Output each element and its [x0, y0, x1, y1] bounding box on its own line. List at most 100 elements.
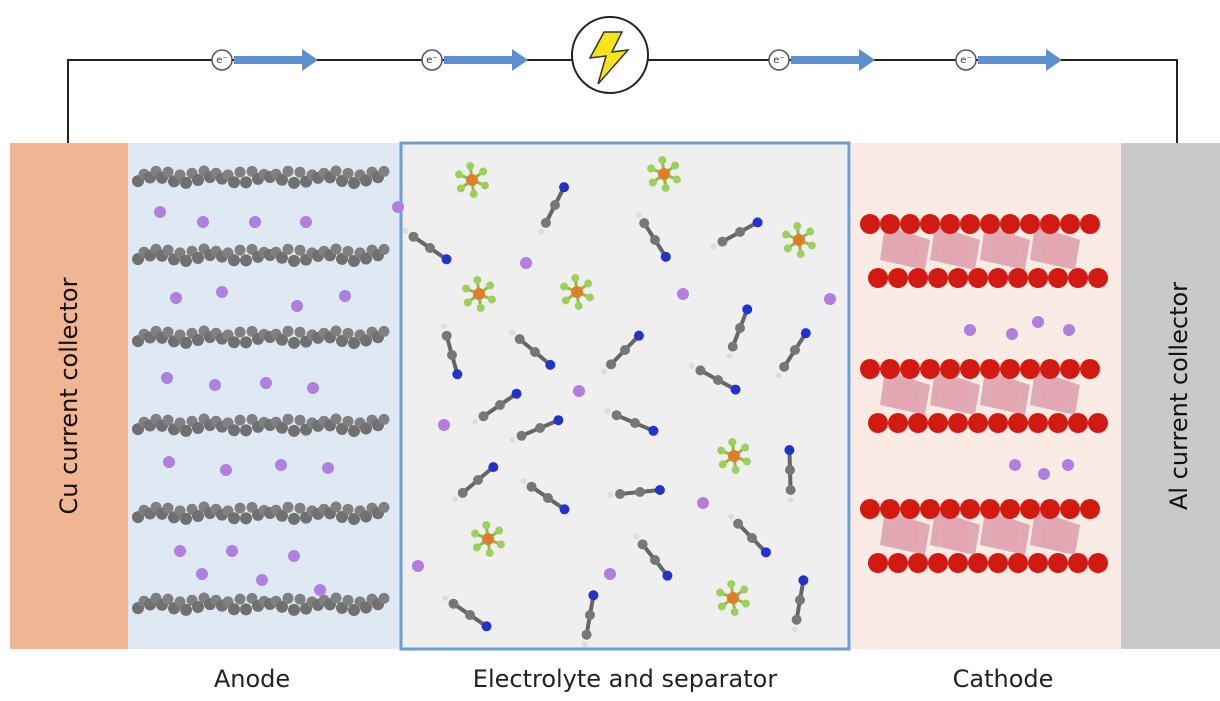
lithium-ion	[573, 385, 585, 397]
fluorine-atom	[718, 460, 727, 469]
carbon-atom	[735, 323, 745, 333]
fluorine-atom	[495, 526, 504, 535]
carbon-atom	[180, 176, 192, 189]
hydrogen-atom	[442, 595, 449, 602]
oxygen-atom	[1008, 268, 1028, 288]
cu-collector	[10, 143, 128, 649]
oxygen-atom	[1008, 413, 1028, 433]
oxygen-atom	[980, 359, 1000, 379]
carbon-atom	[342, 503, 354, 515]
carbon-atom	[733, 518, 744, 529]
lithium-ion	[196, 568, 208, 580]
carbon-atom	[162, 414, 174, 426]
carbon-atom	[713, 375, 723, 385]
electron-label: e⁻	[216, 55, 227, 66]
oxygen-atom	[880, 359, 900, 379]
carbon-atom	[282, 165, 294, 177]
lithium-ion	[412, 560, 424, 572]
lithium-ion	[220, 464, 232, 476]
carbon-atom	[234, 166, 246, 178]
al-collector-label: Al current collector	[1165, 282, 1193, 510]
oxygen-atom	[880, 499, 900, 519]
electron-label: e⁻	[426, 55, 437, 66]
carbon-atom	[779, 361, 790, 372]
carbon-atom	[180, 512, 192, 525]
lithium-ion	[314, 584, 326, 596]
fluorine-atom	[647, 164, 656, 173]
carbon-atom	[606, 359, 617, 370]
fluorine-atom	[727, 580, 736, 589]
molecules	[132, 156, 1108, 648]
phosphorus-atom	[727, 592, 739, 604]
carbon-atom	[228, 254, 240, 267]
oxygen-atom	[1068, 413, 1088, 433]
oxygen-atom	[1020, 499, 1040, 519]
oxygen-atom	[1028, 413, 1048, 433]
carbon-atom	[378, 243, 390, 255]
oxygen-atom	[1040, 359, 1060, 379]
phosphorus-atom	[658, 168, 670, 180]
lithium-ion	[288, 550, 300, 562]
oxygen-atom	[968, 268, 988, 288]
carbon-atom	[174, 329, 186, 341]
fluorine-atom	[456, 184, 465, 193]
nitrogen-atom	[760, 547, 771, 558]
phosphorus-atom	[473, 288, 485, 300]
oxygen-atom	[888, 268, 908, 288]
fluorine-atom	[574, 301, 583, 310]
carbon-atom	[360, 601, 372, 614]
carbon-atom	[408, 231, 419, 242]
carbon-atom	[717, 236, 728, 247]
fluorine-atom	[471, 529, 480, 538]
carbon-atom	[174, 417, 186, 429]
oxygen-atom	[968, 553, 988, 573]
hydrogen-atom	[791, 626, 798, 633]
nitrogen-atom	[588, 590, 599, 601]
arrow-head	[1046, 49, 1062, 71]
oxygen-atom	[888, 553, 908, 573]
nitrogen-atom	[800, 328, 811, 339]
fluorine-atom	[462, 284, 471, 293]
electrolyte-region	[399, 141, 851, 651]
lithium-ion	[604, 568, 616, 580]
phosphorus-atom	[482, 533, 494, 545]
cu-collector-label: Cu current collector	[55, 277, 83, 514]
fluorine-atom	[561, 296, 570, 305]
oxygen-atom	[1020, 214, 1040, 234]
oxygen-atom	[1080, 359, 1100, 379]
carbon-atom	[174, 596, 186, 608]
carbon-atom	[425, 243, 435, 253]
carbon-atom	[378, 501, 390, 513]
carbon-atom	[695, 365, 706, 376]
carbon-atom	[585, 610, 595, 620]
hydrogen-atom	[538, 228, 545, 235]
fluorine-atom	[585, 293, 594, 302]
carbon-atom	[378, 592, 390, 604]
oxygen-atom	[1048, 553, 1068, 573]
lithium-ion	[307, 382, 319, 394]
carbon-atom	[342, 327, 354, 339]
carbon-atom	[360, 422, 372, 435]
nitrogen-atom	[730, 384, 741, 395]
lithium-ion	[291, 300, 303, 312]
carbon-atom	[288, 336, 300, 349]
metal-atom	[1041, 521, 1069, 549]
phosphorus-atom	[793, 234, 805, 246]
carbon-atom	[441, 330, 452, 341]
lithium-ion	[216, 286, 228, 298]
metal-atom	[1041, 381, 1069, 409]
carbon-atom	[360, 510, 372, 523]
carbon-atom	[192, 251, 204, 264]
electron-label: e⁻	[960, 55, 971, 66]
oxygen-atom	[1060, 359, 1080, 379]
carbon-atom	[330, 165, 342, 177]
carbon-atom	[174, 247, 186, 259]
fluorine-atom	[807, 241, 816, 250]
carbon-atom	[478, 411, 489, 422]
carbon-atom	[535, 423, 545, 433]
carbon-atom	[240, 512, 252, 525]
lithium-ion	[161, 372, 173, 384]
metal-atom	[991, 521, 1019, 549]
carbon-atom	[276, 509, 288, 522]
